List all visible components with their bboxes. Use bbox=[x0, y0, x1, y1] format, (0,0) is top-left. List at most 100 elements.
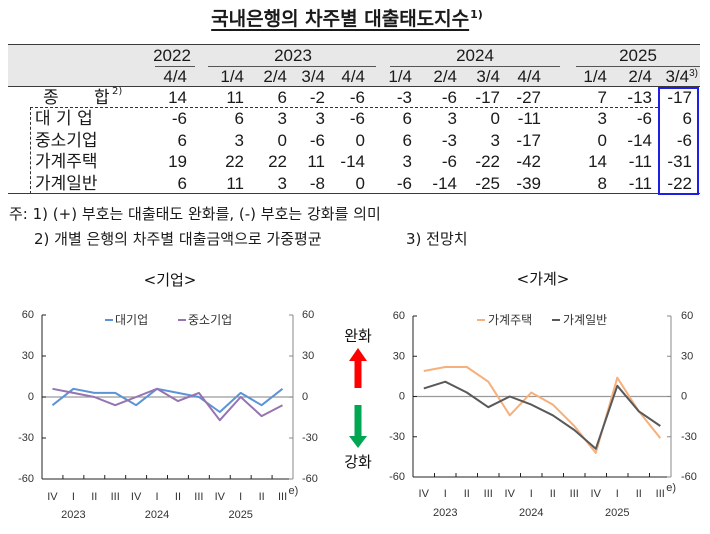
year-group-underline bbox=[208, 66, 376, 67]
quarter-header: 2/4 bbox=[433, 67, 457, 86]
series-line bbox=[51, 387, 284, 413]
x-tick-label: II bbox=[464, 488, 470, 500]
table-cell: 0 bbox=[355, 174, 365, 193]
table-cell: -17 bbox=[516, 131, 541, 150]
quarter-header: 3/4 bbox=[301, 67, 325, 86]
x-year-label: 2025 bbox=[605, 507, 629, 519]
table-cell: 6 bbox=[177, 174, 187, 193]
x-tick-label: II bbox=[636, 488, 642, 500]
table-cell: 3 bbox=[447, 109, 457, 128]
footnote-line-1: 주: 1) (+) 부호는 대출태도 완화를, (-) 부호는 강화를 의미 bbox=[9, 204, 381, 224]
x-year-label: 2023 bbox=[433, 507, 457, 519]
chart-title: <기업> bbox=[144, 271, 197, 289]
table-cell: -42 bbox=[516, 152, 541, 171]
quarter-header: 2/4 bbox=[628, 67, 652, 86]
table-cell: 11 bbox=[226, 88, 244, 107]
series-line bbox=[52, 387, 283, 422]
table-cell: -2 bbox=[309, 88, 325, 107]
tightening-label: 강화 bbox=[344, 453, 372, 471]
x-tick-label: IV bbox=[505, 488, 516, 500]
table-cell: -22 bbox=[475, 152, 500, 171]
table-cell: 3 bbox=[277, 174, 287, 193]
table-cell: -11 bbox=[628, 152, 652, 171]
y-tick-label-right: 60 bbox=[681, 310, 693, 322]
table-cell: 0 bbox=[597, 131, 607, 150]
x-year-label: 2025 bbox=[228, 509, 252, 521]
table-cell: 22 bbox=[268, 152, 287, 171]
table-cell: 7 bbox=[597, 88, 607, 107]
table-cell: -6 bbox=[441, 88, 457, 107]
x-tick-label: I bbox=[530, 488, 533, 500]
year-group-underline bbox=[155, 66, 195, 67]
table-cell: -11 bbox=[517, 109, 541, 128]
table-cell: -25 bbox=[475, 174, 500, 193]
table-cell: 11 bbox=[307, 152, 325, 171]
table-cell: 3 bbox=[490, 131, 500, 150]
estimate-marker: e) bbox=[289, 485, 299, 497]
table-cell: -22 bbox=[667, 174, 692, 193]
table-cell: 0 bbox=[490, 109, 500, 128]
table-cell: 11 bbox=[226, 174, 244, 193]
quarter-header: 3/43) bbox=[638, 67, 698, 87]
table-cell: -17 bbox=[475, 88, 500, 107]
table-cell: 6 bbox=[234, 109, 244, 128]
series-line bbox=[423, 380, 661, 450]
year-header: 2022 bbox=[153, 46, 191, 65]
x-tick-label: I bbox=[239, 491, 242, 503]
x-tick-label: III bbox=[278, 491, 287, 503]
table-cell: 3 bbox=[277, 109, 287, 128]
y-tick-label-left: 60 bbox=[22, 309, 34, 321]
table-row: 가계일반 6 11 3 -8 0 -6 -14 -25 -39 8 -11 -22 bbox=[0, 173, 710, 195]
down-arrow-icon bbox=[349, 405, 367, 448]
series-line bbox=[423, 366, 662, 454]
table-cell: 6 bbox=[177, 131, 187, 150]
row-label: 가계주택 bbox=[35, 152, 98, 172]
table-cell: -31 bbox=[667, 152, 692, 171]
table-cell: 6 bbox=[402, 109, 412, 128]
forecast-footnote-marker: 3) bbox=[689, 68, 698, 79]
table-cell: 6 bbox=[682, 109, 692, 128]
table-cell: -14 bbox=[432, 174, 457, 193]
year-group-underline bbox=[390, 66, 560, 67]
quarter-header: 4/4 bbox=[341, 67, 365, 86]
table-cell: -6 bbox=[171, 109, 187, 128]
chart-title: <가계> bbox=[517, 270, 570, 288]
year-header: 2023 bbox=[274, 46, 312, 65]
table-cell: -6 bbox=[441, 152, 457, 171]
x-tick-label: IV bbox=[419, 488, 430, 500]
table-cell: 3 bbox=[597, 109, 607, 128]
x-tick-label: II bbox=[259, 491, 265, 503]
x-tick-label: IV bbox=[215, 491, 226, 503]
table-header bbox=[8, 44, 700, 87]
x-tick-label: IV bbox=[591, 488, 602, 500]
legend-label: 대기업 bbox=[115, 313, 148, 327]
x-tick-label: I bbox=[616, 488, 619, 500]
footnote-prefix: 주: bbox=[9, 205, 28, 223]
forecast-column-highlight bbox=[658, 87, 699, 195]
y-tick-label-left: -30 bbox=[389, 431, 405, 443]
quarter-header-label: 3/4 bbox=[665, 67, 690, 86]
y-tick-label-left: 60 bbox=[393, 310, 405, 322]
y-tick-label-right: -60 bbox=[302, 473, 318, 485]
subtotal-dashed-divider bbox=[30, 107, 658, 108]
direction-indicator: 완화 강화 bbox=[344, 327, 372, 471]
x-tick-label: I bbox=[156, 491, 159, 503]
row-label: 대 기 업 bbox=[35, 109, 93, 129]
table-cell: 3 bbox=[402, 152, 412, 171]
y-tick-label-right: -30 bbox=[681, 431, 697, 443]
y-tick-label-left: -30 bbox=[18, 432, 34, 444]
table-cell: 0 bbox=[277, 131, 287, 150]
legend-label: 중소기업 bbox=[188, 313, 232, 327]
quarter-header: 4/4 bbox=[517, 67, 541, 86]
table-cell: 0 bbox=[355, 131, 365, 150]
table-cell: -3 bbox=[396, 88, 412, 107]
y-tick-label-right: 30 bbox=[302, 350, 314, 362]
table-cell: 14 bbox=[588, 152, 607, 171]
table-cell: 8 bbox=[597, 174, 607, 193]
table-row: 대 기 업 -6 6 3 3 -6 6 3 0 -11 3 -6 6 bbox=[0, 108, 710, 130]
y-tick-label-right: 30 bbox=[681, 350, 693, 362]
x-year-label: 2024 bbox=[145, 509, 169, 521]
x-tick-label: II bbox=[550, 488, 556, 500]
